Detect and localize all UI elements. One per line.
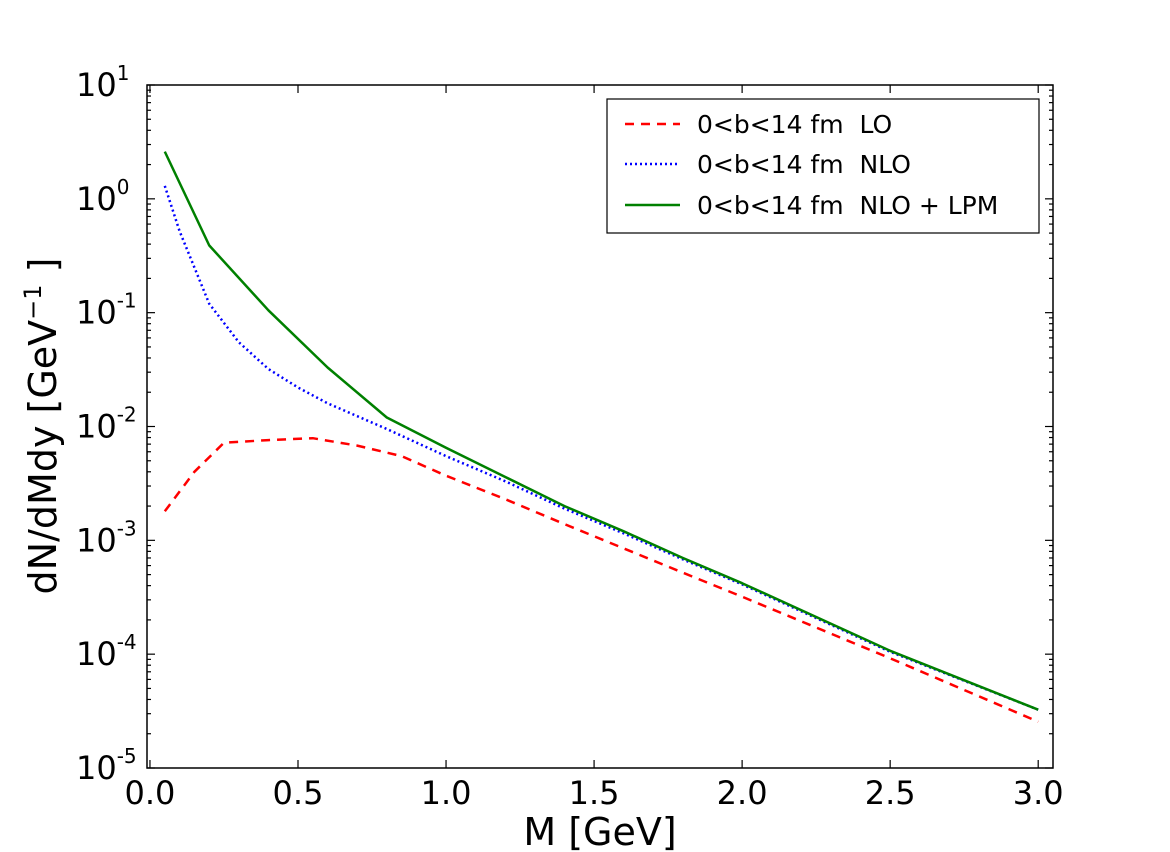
y-tick-label: 100 bbox=[76, 175, 129, 218]
series-layer bbox=[163, 151, 1039, 723]
x-tick-label: 0.0 bbox=[125, 774, 176, 812]
ticks-layer bbox=[147, 84, 1053, 769]
legend-frame bbox=[606, 98, 1040, 234]
legend-label-lo: 0<b<14 fm LO bbox=[697, 110, 892, 139]
y-axis-label-main: dN/dMdy [GeV bbox=[21, 320, 65, 595]
y-tick-label: 10-4 bbox=[76, 630, 137, 673]
series-line-1 bbox=[163, 185, 1039, 711]
series-line-2 bbox=[163, 151, 1039, 711]
series-line-0 bbox=[163, 436, 1039, 723]
y-axis-label-close: ] bbox=[21, 258, 65, 285]
x-tick-label: 3.0 bbox=[1013, 774, 1064, 812]
legend-label-nlo: 0<b<14 fm NLO bbox=[697, 150, 911, 179]
x-tick-label: 2.0 bbox=[717, 774, 768, 812]
y-axis-label: dN/dMdy [GeV−1 ] bbox=[19, 258, 65, 595]
legend: 0<b<14 fm LO 0<b<14 fm NLO 0<b<14 fm NLO… bbox=[606, 98, 1040, 234]
y-tick-label: 101 bbox=[76, 61, 129, 104]
x-tick-label: 1.0 bbox=[421, 774, 472, 812]
legend-label-nlo-lpm: 0<b<14 fm NLO + LPM bbox=[697, 191, 998, 220]
y-tick-label: 10-3 bbox=[76, 516, 137, 559]
x-tick-label: 1.5 bbox=[569, 774, 620, 812]
x-axis-label: M [GeV] bbox=[523, 810, 676, 852]
y-tick-label: 10-2 bbox=[76, 403, 137, 446]
x-tick-label: 2.5 bbox=[865, 774, 916, 812]
y-tick-label: 10-1 bbox=[76, 289, 137, 332]
y-axis-label-sup: −1 bbox=[19, 284, 47, 319]
x-tick-label: 0.5 bbox=[273, 774, 324, 812]
x-tick-labels: 0.0 0.5 1.0 1.5 2.0 2.5 3.0 bbox=[125, 774, 1064, 812]
y-tick-label: 10-5 bbox=[76, 744, 137, 787]
y-tick-labels: 101 100 10-1 10-2 10-3 10-4 10-5 bbox=[76, 61, 137, 787]
